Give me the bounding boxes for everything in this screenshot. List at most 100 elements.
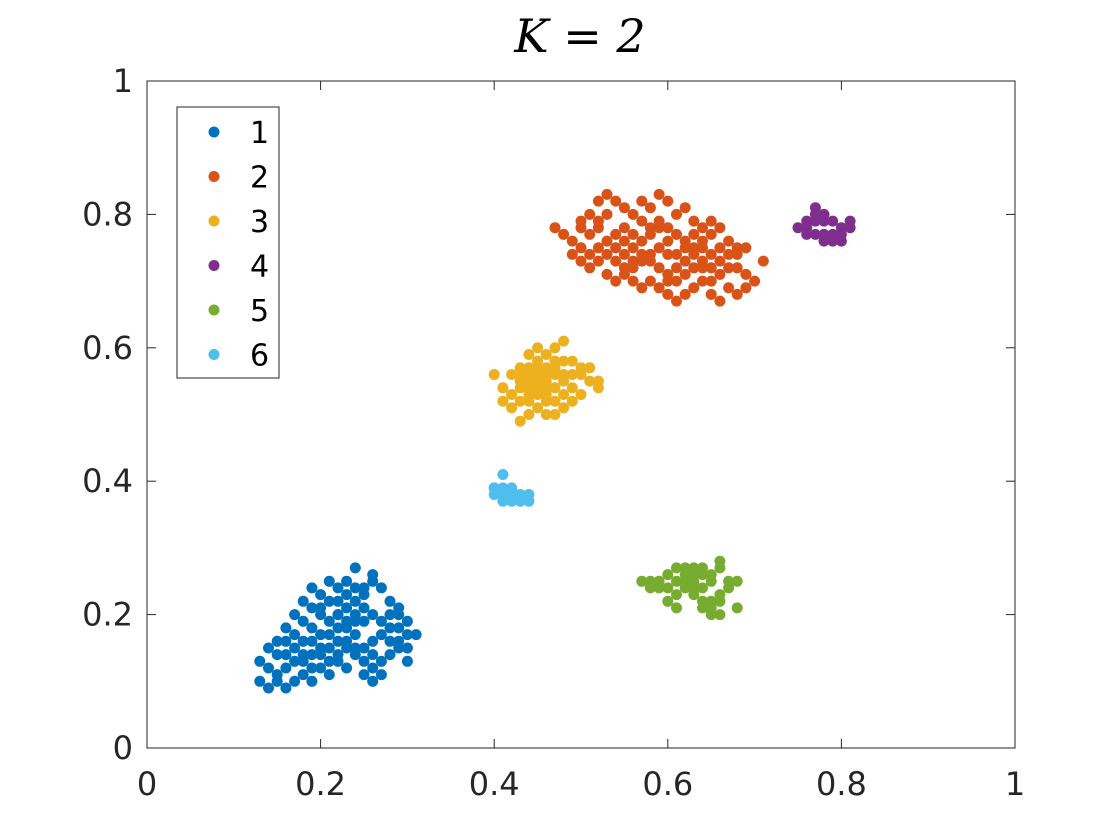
series-2-point (618, 222, 630, 234)
series-4-point (818, 215, 830, 227)
series-5-point (662, 582, 674, 594)
y-tick-label: 0.6 (82, 329, 133, 367)
series-3-point (549, 342, 561, 354)
series-3-point (532, 402, 544, 414)
series-5-point (705, 595, 717, 607)
series-2-point (584, 208, 596, 220)
series-2-point (688, 242, 700, 254)
series-1-point (315, 662, 327, 674)
series-2-point (705, 215, 717, 227)
series-1-point (410, 629, 422, 641)
series-2-point (679, 288, 691, 300)
series-2-point (705, 262, 717, 274)
series-2-point (714, 242, 726, 254)
series-2-point (757, 255, 769, 267)
series-3-point (566, 382, 578, 394)
series-2-point (662, 288, 674, 300)
series-3-point (584, 375, 596, 387)
series-1-point (332, 609, 344, 621)
series-1-point (358, 642, 370, 654)
series-2-point (679, 202, 691, 214)
series-2-point (662, 275, 674, 287)
series-1-point (384, 622, 396, 634)
series-2-point (705, 275, 717, 287)
series-1-point (315, 642, 327, 654)
series-5-point (731, 602, 743, 614)
legend-label-2: 2 (250, 161, 269, 196)
series-3-point (540, 369, 552, 380)
series-4-point (809, 228, 821, 240)
y-tick-label: 1 (113, 62, 133, 100)
series-5-point (714, 609, 726, 621)
series-2-point (679, 242, 691, 254)
legend-marker-3 (208, 215, 220, 227)
series-2-point (705, 228, 717, 240)
legend-label-5: 5 (250, 294, 269, 329)
series-5-point (697, 562, 708, 574)
series-3-point (514, 369, 526, 380)
series-5-point (714, 555, 726, 567)
series-1-point (254, 655, 266, 667)
series-2-point (731, 242, 743, 254)
series-2-point (610, 255, 622, 267)
series-1-point (358, 669, 370, 681)
legend-marker-5 (208, 304, 220, 316)
series-5-point (679, 575, 691, 587)
series-1-point (289, 655, 301, 667)
series-1-point (401, 642, 413, 654)
series-3-point (506, 402, 518, 414)
series-1-point (306, 622, 318, 634)
series-5-point (662, 595, 674, 607)
series-3-point (566, 395, 578, 407)
series-3-point (497, 395, 509, 407)
series-2-point (644, 275, 656, 287)
series-3-point (514, 415, 526, 427)
series-2-point (653, 282, 665, 294)
series-1-point (332, 649, 344, 661)
series-3-point (549, 382, 561, 394)
series-4-point (818, 235, 830, 247)
series-1-point (393, 602, 405, 614)
series-1-point (332, 635, 344, 647)
series-3-point (584, 362, 596, 374)
series-4-point (827, 228, 839, 240)
series-2-point (705, 288, 717, 300)
series-1-point (323, 629, 335, 641)
series-2-point (688, 262, 700, 274)
series-3-point (488, 369, 500, 380)
series-1-point (401, 629, 413, 641)
series-2-point (584, 262, 596, 274)
series-1-point (280, 682, 292, 694)
series-3-point (566, 355, 578, 367)
series-2-point (697, 262, 708, 274)
y-tick-label: 0 (113, 729, 133, 767)
series-1-point (315, 629, 327, 641)
series-2-point (723, 262, 735, 274)
series-1-point (349, 595, 361, 607)
series-3-point (558, 335, 570, 347)
legend-label-1: 1 (250, 116, 269, 151)
series-5-point (644, 575, 656, 587)
series-2-point (662, 235, 674, 247)
series-1-point (323, 642, 335, 654)
series-2-point (662, 222, 674, 234)
series-3-point (506, 389, 518, 400)
series-3-point (592, 375, 604, 387)
series-5-point (662, 569, 674, 581)
series-1-point (297, 635, 309, 647)
data-points (254, 188, 856, 694)
series-1-point (289, 609, 301, 621)
series-2-point (723, 282, 735, 294)
series-4-point (801, 215, 813, 227)
series-6-point (523, 489, 535, 500)
series-1-point (315, 589, 327, 601)
series-2-point (679, 268, 691, 280)
series-2-point (714, 222, 726, 234)
series-2-point (636, 235, 648, 247)
series-2-point (731, 262, 743, 274)
series-1-point (375, 655, 387, 667)
legend-marker-2 (208, 171, 220, 182)
series-5-point (688, 569, 700, 581)
series-2-point (636, 248, 648, 260)
series-1-point (367, 569, 379, 581)
